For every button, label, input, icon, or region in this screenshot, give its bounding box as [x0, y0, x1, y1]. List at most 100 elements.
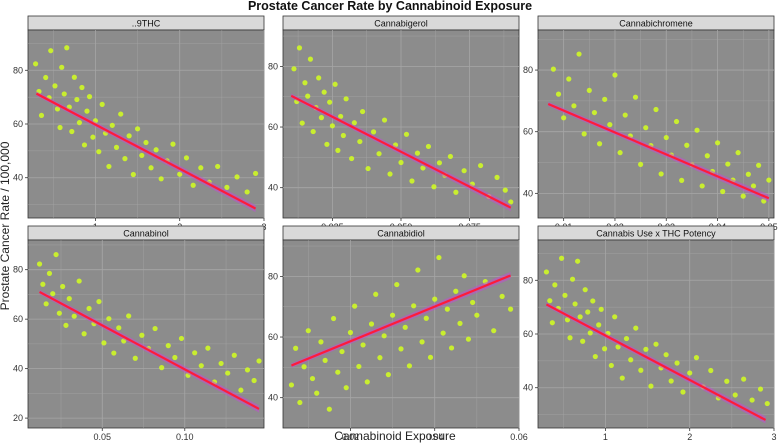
- scatter-point: [427, 354, 434, 360]
- scatter-point: [687, 370, 693, 376]
- facet-panel-6: Cannabis Use x THC Potency 1 2 3 40 60 80: [523, 225, 777, 442]
- scatter-point: [582, 287, 588, 293]
- y-tick-label: 60: [13, 314, 23, 324]
- scatter-point: [653, 106, 659, 113]
- scatter-point: [244, 189, 250, 195]
- scatter-point: [305, 328, 311, 334]
- scatter-point: [84, 108, 90, 114]
- facet-title: Cannabidiol: [377, 229, 425, 239]
- scatter-point: [74, 96, 80, 103]
- scatter-point: [376, 151, 382, 157]
- scatter-point: [183, 155, 190, 161]
- scatter-point: [708, 367, 714, 374]
- y-tick-label: 80: [523, 275, 533, 285]
- scatter-point: [465, 336, 472, 342]
- scatter-point: [414, 150, 421, 156]
- scatter-point: [653, 341, 659, 347]
- scatter-point: [231, 352, 237, 358]
- scatter-point: [694, 127, 700, 133]
- scatter-point: [293, 345, 299, 351]
- y-tick-label: 40: [268, 183, 278, 193]
- regression-line: [39, 290, 260, 410]
- scatter-point: [381, 117, 388, 123]
- scatter-point: [139, 152, 145, 159]
- scatter-point: [159, 365, 165, 371]
- facet-title: Cannabis Use x THC Potency: [596, 229, 716, 239]
- scatter-point: [364, 379, 370, 385]
- scatter-point: [61, 91, 67, 97]
- scatter-point: [409, 178, 415, 184]
- scatter-point: [59, 64, 65, 70]
- x-tick-label: 0.10: [176, 432, 194, 442]
- scatter-point: [86, 305, 92, 312]
- scatter-point: [453, 288, 459, 294]
- scatter-point: [608, 362, 614, 369]
- regression-line: [291, 274, 511, 367]
- scatter-point: [71, 74, 77, 80]
- scatter-point: [99, 101, 105, 107]
- scatter-point: [148, 165, 154, 171]
- scatter-point: [612, 314, 618, 320]
- scatter-point: [106, 163, 112, 170]
- scatter-point: [48, 48, 54, 54]
- y-tick-label: 20: [13, 413, 23, 423]
- scatter-point: [569, 276, 576, 282]
- facet-panel-3: Cannabichromene0.010.020.030.040.0540608…: [523, 15, 778, 232]
- scatter-point: [745, 171, 751, 177]
- scatter-point: [335, 147, 341, 153]
- x-tick-label: 0.05: [94, 432, 112, 442]
- scatter-point: [389, 312, 396, 318]
- scatter-point: [543, 269, 550, 275]
- scatter-point: [470, 299, 476, 306]
- y-tick-label: 80: [268, 61, 278, 71]
- scatter-point: [576, 51, 582, 57]
- scatter-point: [447, 153, 453, 160]
- scatter-point: [116, 325, 122, 331]
- scatter-point: [63, 322, 69, 328]
- scatter-point: [612, 72, 618, 78]
- scatter-point: [749, 397, 755, 403]
- scatter-point: [126, 133, 132, 139]
- scatter-point: [632, 94, 639, 100]
- scatter-point: [668, 378, 674, 384]
- scatter-point: [111, 350, 117, 356]
- scatter-point: [494, 174, 500, 180]
- scatter-point: [301, 364, 307, 370]
- scatter-point: [122, 156, 128, 162]
- scatter-point: [299, 120, 305, 126]
- scatter-point: [252, 170, 259, 177]
- scatter-point: [357, 138, 363, 145]
- scatter-point: [617, 150, 623, 156]
- scatter-point: [38, 112, 45, 119]
- scatter-point: [381, 333, 387, 339]
- scatter-point: [57, 124, 63, 131]
- scatter-point: [425, 143, 432, 150]
- scatter-point: [552, 282, 558, 288]
- scatter-point: [172, 354, 178, 361]
- scatter-point: [349, 155, 355, 162]
- scatter-point: [491, 328, 497, 334]
- x-axis-label: Cannabinoid Exposure: [334, 429, 456, 443]
- y-tick-label: 80: [523, 65, 533, 75]
- scatter-point: [411, 303, 417, 309]
- scatter-point: [585, 309, 591, 315]
- scatter-point: [741, 376, 747, 382]
- scatter-point: [403, 131, 410, 137]
- scatter-point: [101, 340, 107, 346]
- y-tick-label: 80: [13, 265, 23, 275]
- scatter-point: [684, 142, 690, 148]
- scatter-point: [601, 346, 608, 352]
- scatter-point: [373, 291, 379, 297]
- facet-title: ..9THC: [132, 19, 161, 29]
- scatter-point: [714, 140, 721, 146]
- y-tick-label: 40: [523, 188, 533, 198]
- regression-line: [35, 92, 257, 210]
- scatter-point: [566, 76, 572, 82]
- x-tick-label: 0.04: [426, 432, 444, 442]
- scatter-point: [461, 273, 467, 279]
- y-tick-label: 60: [523, 329, 533, 339]
- scatter-point: [561, 115, 567, 121]
- scatter-point: [152, 325, 158, 332]
- scatter-point: [40, 281, 46, 287]
